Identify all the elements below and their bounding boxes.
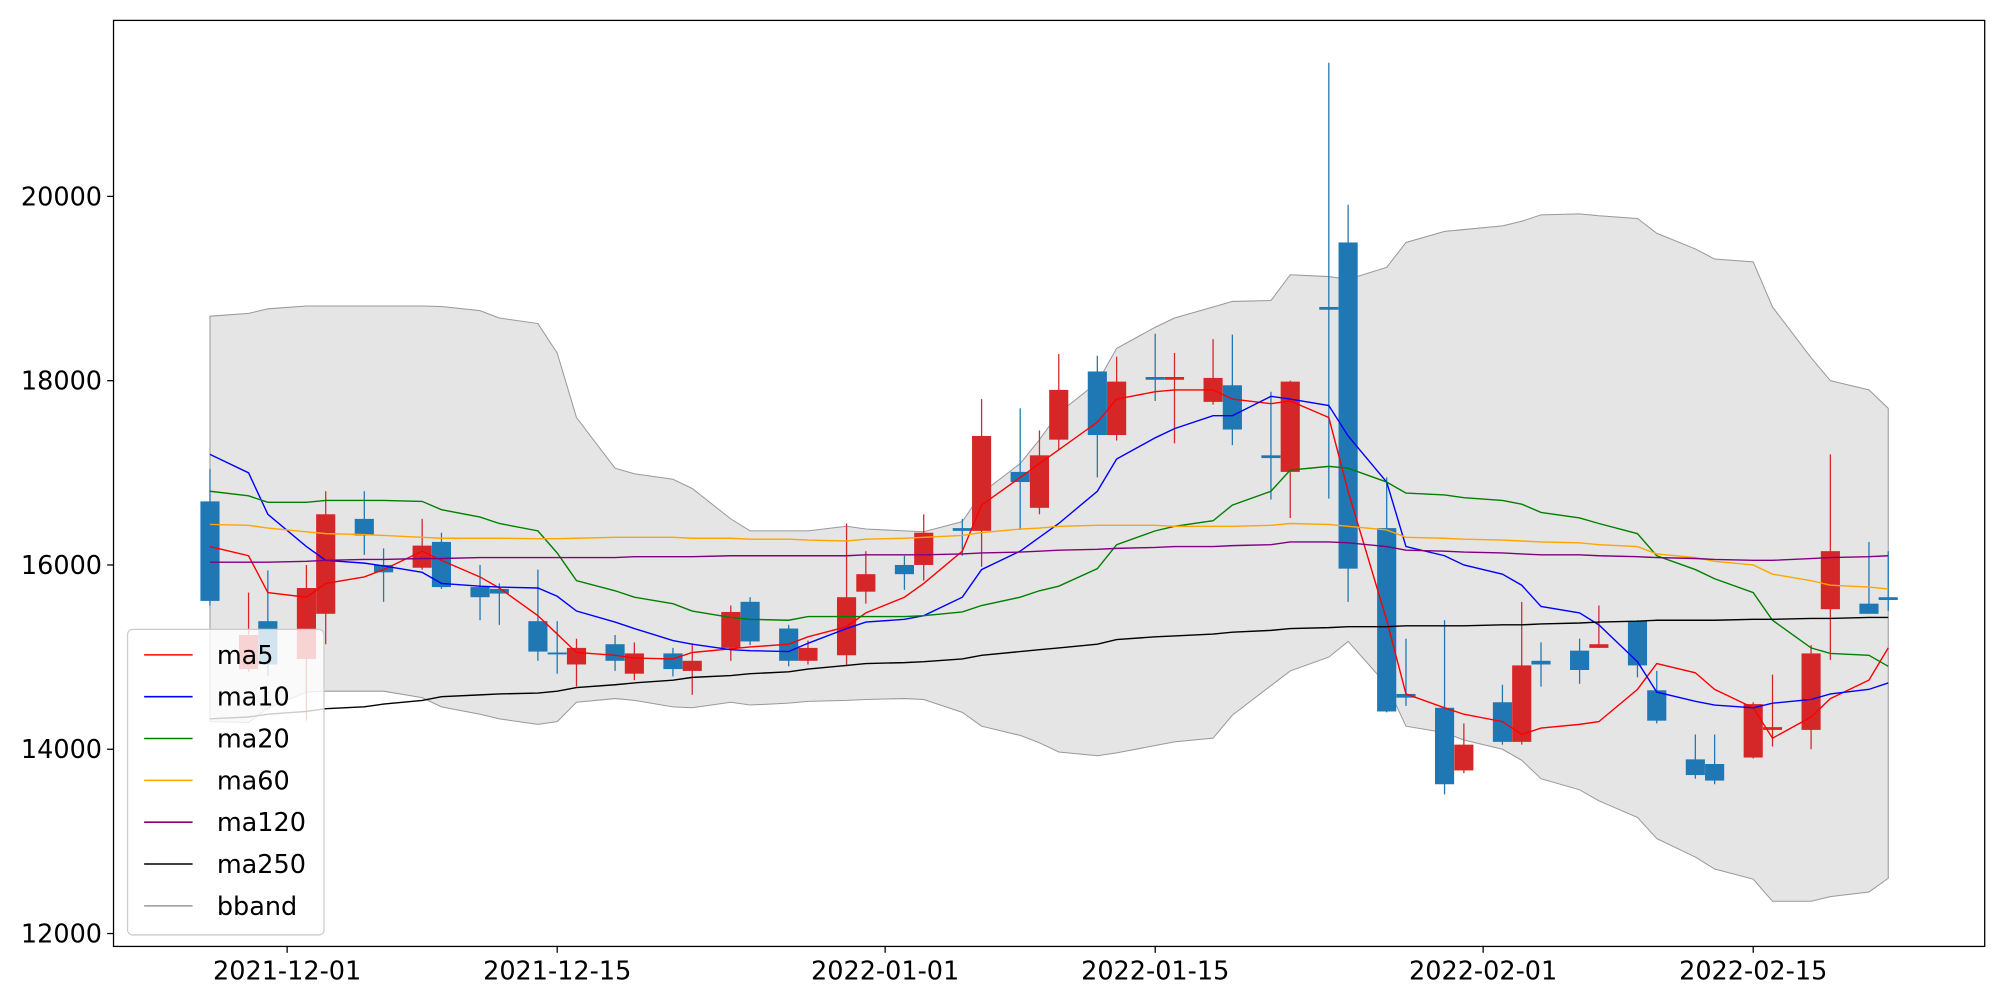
candle-body bbox=[894, 564, 914, 575]
ma-line bbox=[209, 522, 1889, 590]
candle-body bbox=[1512, 665, 1532, 742]
candle-body bbox=[489, 588, 509, 594]
candle-body bbox=[1145, 376, 1165, 380]
candle-body bbox=[566, 647, 587, 665]
candle-body bbox=[1087, 371, 1107, 436]
candle-body bbox=[1743, 704, 1763, 758]
candle-body bbox=[1570, 650, 1590, 671]
candle-body bbox=[528, 621, 548, 652]
candle-body bbox=[1222, 385, 1242, 430]
x-tick-label: 2022-02-15 bbox=[1679, 957, 1827, 987]
candle-body bbox=[1049, 389, 1069, 440]
candle-body bbox=[1589, 644, 1609, 648]
legend-label: ma120 bbox=[217, 808, 306, 838]
candle-body bbox=[1705, 763, 1725, 781]
candle-body bbox=[431, 541, 452, 588]
y-tick-label: 12000 bbox=[21, 919, 102, 949]
candle-body bbox=[1164, 376, 1185, 380]
band-layer bbox=[209, 213, 1889, 902]
legend-label: ma250 bbox=[217, 850, 306, 880]
candle-body bbox=[547, 652, 567, 655]
candle-body bbox=[1685, 759, 1705, 776]
candle-body bbox=[1801, 653, 1821, 730]
candle-body bbox=[1531, 660, 1551, 665]
candle-body bbox=[1820, 551, 1840, 610]
candle-body bbox=[682, 660, 702, 671]
candle-body bbox=[1647, 690, 1667, 721]
legend-box bbox=[126, 628, 325, 936]
legend-label: bband bbox=[217, 892, 297, 922]
candle-body bbox=[470, 587, 490, 598]
candle-body bbox=[1762, 727, 1783, 730]
candle-body bbox=[952, 528, 972, 531]
y-tick-label: 14000 bbox=[21, 735, 102, 765]
candle-body bbox=[605, 644, 625, 661]
candle-body bbox=[412, 545, 432, 568]
x-tick-label: 2021-12-01 bbox=[213, 957, 361, 987]
candle-body bbox=[856, 574, 876, 592]
x-tick-label: 2021-12-15 bbox=[483, 957, 631, 987]
candle-body bbox=[200, 501, 220, 601]
x-tick-label: 2022-01-15 bbox=[1081, 957, 1229, 987]
candle-body bbox=[1434, 707, 1455, 785]
candle-body bbox=[1454, 744, 1474, 771]
candle-body bbox=[374, 564, 394, 573]
candle-body bbox=[1878, 597, 1898, 600]
candle-body bbox=[1280, 381, 1300, 472]
candle-body bbox=[1261, 455, 1281, 459]
legend-label: ma10 bbox=[217, 683, 290, 713]
candle-body bbox=[914, 532, 934, 565]
y-tick-label: 20000 bbox=[21, 182, 102, 212]
candle-body bbox=[1107, 381, 1127, 436]
candle-body bbox=[1319, 306, 1339, 310]
bband-area bbox=[209, 213, 1889, 902]
candle-body bbox=[721, 611, 741, 648]
legend-label: ma20 bbox=[217, 724, 290, 754]
candle-body bbox=[1627, 621, 1648, 666]
candle-body bbox=[1029, 455, 1050, 508]
x-tick-label: 2022-02-01 bbox=[1409, 957, 1557, 987]
candle-body bbox=[798, 647, 818, 661]
candle-body bbox=[1338, 242, 1358, 569]
ma-line bbox=[209, 541, 1889, 563]
candle-body bbox=[972, 435, 992, 531]
candle-body bbox=[316, 514, 336, 614]
y-tick-label: 18000 bbox=[21, 367, 102, 397]
ma-line bbox=[209, 616, 1889, 720]
legend-label: ma60 bbox=[217, 766, 290, 796]
lines-layer bbox=[209, 389, 1889, 740]
candle-body bbox=[354, 518, 374, 536]
x-tick-label: 2022-01-01 bbox=[811, 957, 959, 987]
y-tick-label: 16000 bbox=[21, 551, 102, 581]
plot-frame bbox=[112, 19, 1986, 948]
legend: ma5 ma10 ma20 ma60 ma120 ma250 bband bbox=[126, 628, 325, 936]
axes-layer: 12000 14000 16000 18000 20000 2021-12-01 2021-… bbox=[21, 19, 1986, 987]
ma-line bbox=[209, 395, 1889, 709]
candle-body bbox=[740, 601, 760, 642]
candle-body bbox=[663, 653, 683, 670]
ma-line bbox=[209, 465, 1889, 667]
candle-body bbox=[1396, 693, 1416, 698]
ma-line bbox=[209, 389, 1889, 740]
candle-body bbox=[1859, 603, 1879, 614]
legend-label: ma5 bbox=[217, 641, 274, 671]
